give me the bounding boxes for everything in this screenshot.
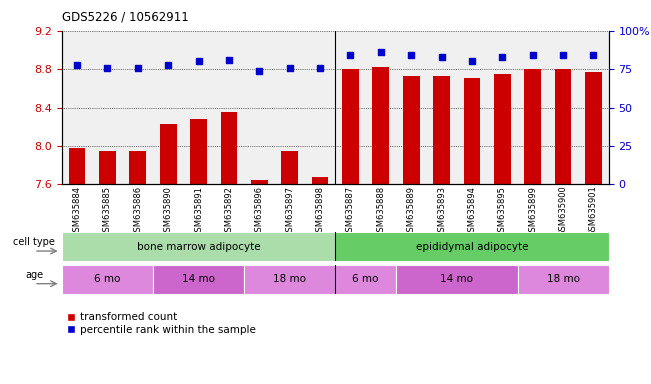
- Point: [72, 61, 82, 68]
- Point: [345, 52, 355, 58]
- Point: [376, 49, 386, 55]
- Point: [558, 52, 568, 58]
- Text: 6 mo: 6 mo: [94, 274, 120, 285]
- Point: [527, 52, 538, 58]
- Bar: [244, 265, 335, 294]
- Bar: [281, 151, 298, 184]
- Point: [102, 65, 113, 71]
- Bar: [555, 69, 572, 184]
- Bar: [99, 151, 116, 184]
- Bar: [525, 69, 541, 184]
- Text: 14 mo: 14 mo: [182, 274, 215, 285]
- Bar: [251, 180, 268, 184]
- Text: age: age: [25, 270, 43, 280]
- Point: [163, 61, 173, 68]
- Point: [436, 54, 447, 60]
- Bar: [518, 265, 609, 294]
- Point: [224, 57, 234, 63]
- Bar: [335, 232, 609, 261]
- Bar: [342, 69, 359, 184]
- Text: GDS5226 / 10562911: GDS5226 / 10562911: [62, 10, 189, 23]
- Bar: [153, 265, 244, 294]
- Text: bone marrow adipocyte: bone marrow adipocyte: [137, 242, 260, 252]
- Text: epididymal adipocyte: epididymal adipocyte: [416, 242, 528, 252]
- Bar: [62, 265, 153, 294]
- Bar: [130, 151, 146, 184]
- Point: [133, 65, 143, 71]
- Point: [193, 58, 204, 65]
- Bar: [69, 148, 85, 184]
- Text: cell type: cell type: [13, 237, 55, 247]
- Bar: [403, 76, 419, 184]
- Bar: [464, 78, 480, 184]
- Bar: [221, 113, 237, 184]
- Point: [284, 65, 295, 71]
- Text: 14 mo: 14 mo: [440, 274, 473, 285]
- Legend: transformed count, percentile rank within the sample: transformed count, percentile rank withi…: [67, 313, 255, 335]
- Bar: [335, 265, 396, 294]
- Text: 18 mo: 18 mo: [547, 274, 579, 285]
- Point: [589, 52, 599, 58]
- Point: [406, 52, 417, 58]
- Bar: [372, 67, 389, 184]
- Bar: [190, 119, 207, 184]
- Point: [497, 54, 508, 60]
- Bar: [62, 232, 335, 261]
- Bar: [396, 265, 518, 294]
- Point: [315, 65, 326, 71]
- Bar: [434, 76, 450, 184]
- Bar: [312, 177, 329, 184]
- Text: 6 mo: 6 mo: [352, 274, 379, 285]
- Text: 18 mo: 18 mo: [273, 274, 306, 285]
- Bar: [159, 124, 176, 184]
- Bar: [494, 74, 510, 184]
- Point: [467, 58, 477, 65]
- Bar: [585, 72, 602, 184]
- Point: [254, 68, 264, 74]
